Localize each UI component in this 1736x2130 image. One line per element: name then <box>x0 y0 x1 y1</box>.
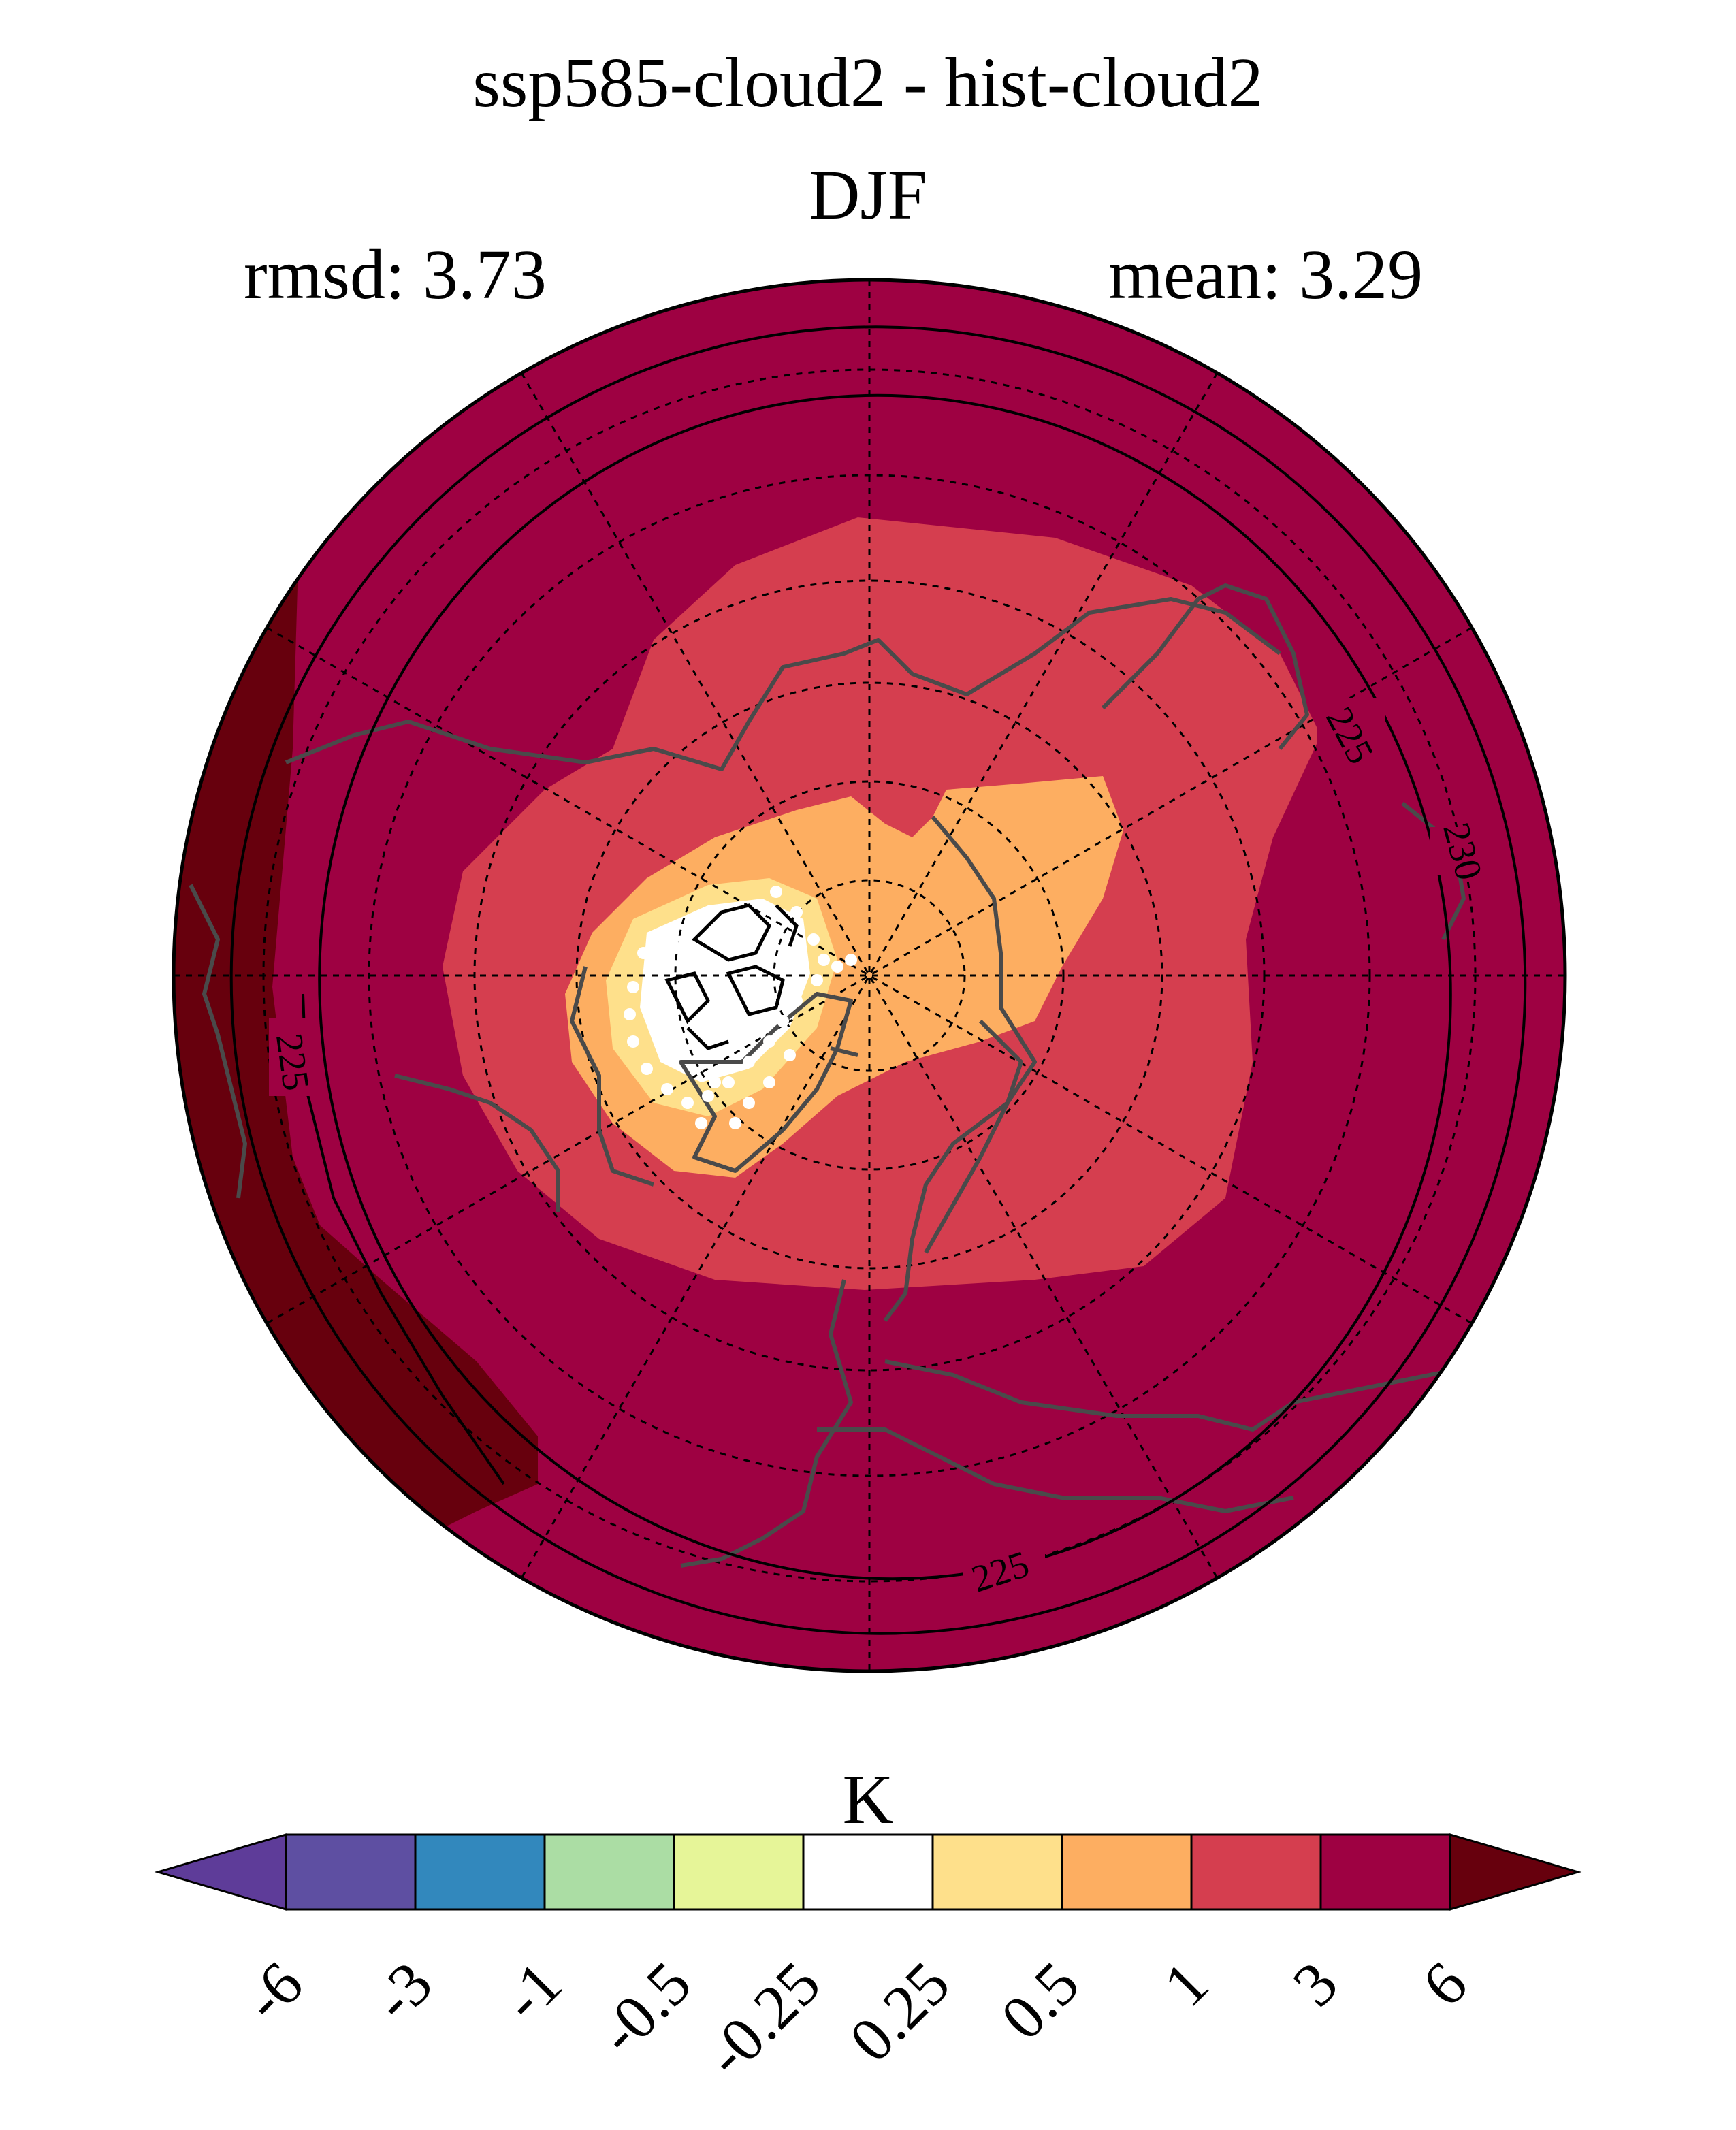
colorbar-segment-5 <box>802 1833 934 1911</box>
colorbar-segment-6 <box>931 1833 1063 1911</box>
colorbar-tick-label: 3 <box>1279 1948 1351 2020</box>
rmsd-label: rmsd: 3.73 <box>244 236 547 314</box>
map-border <box>172 278 1567 1673</box>
colorbar-tick-label: -0.25 <box>692 1948 834 2090</box>
colorbar-segment-4 <box>673 1833 805 1911</box>
colorbar-segment-1 <box>285 1833 417 1911</box>
plot-title: ssp585-cloud2 - hist-cloud2 <box>472 44 1264 122</box>
contour-label-225-w: 225 <box>268 1031 317 1093</box>
archipelago-coastlines <box>664 903 799 1050</box>
colorbar-tick-label: 0.25 <box>836 1948 963 2075</box>
colorbar-tick-label: -3 <box>359 1948 445 2034</box>
colorbar-tick-label: -1 <box>489 1948 575 2034</box>
colorbar-segment-3 <box>543 1833 675 1911</box>
colorbar-segment-8 <box>1190 1833 1322 1911</box>
colorbar-segment-2 <box>414 1833 546 1911</box>
coastlines <box>189 583 1498 1568</box>
colorbar-tick-label: -0.5 <box>585 1948 704 2067</box>
colorbar-extend-high <box>1449 1833 1582 1911</box>
colorbar <box>154 1833 1582 1911</box>
colorbar-ticks: -6 -3 -1 -0.5 -0.25 0.25 0.5 1 3 6 <box>230 1948 1480 2090</box>
mean-label: mean: 3.29 <box>1108 236 1424 314</box>
contour-labels: 225 230 225 225 <box>268 698 1505 1601</box>
significance-stippling <box>624 886 857 1129</box>
colorbar-tick-label: 6 <box>1409 1948 1480 2020</box>
season-label: DJF <box>809 156 927 234</box>
colorbar-extend-low <box>154 1833 287 1911</box>
colorbar-unit-label: K <box>842 1760 894 1839</box>
colorbar-tick-label: -6 <box>230 1948 316 2034</box>
colorbar-tick-label: 1 <box>1150 1948 1221 2020</box>
colorbar-segment-7 <box>1061 1833 1193 1911</box>
colorbar-segment-9 <box>1319 1833 1451 1911</box>
colorbar-tick-label: 0.5 <box>988 1948 1092 2052</box>
polar-map <box>174 280 1565 1671</box>
